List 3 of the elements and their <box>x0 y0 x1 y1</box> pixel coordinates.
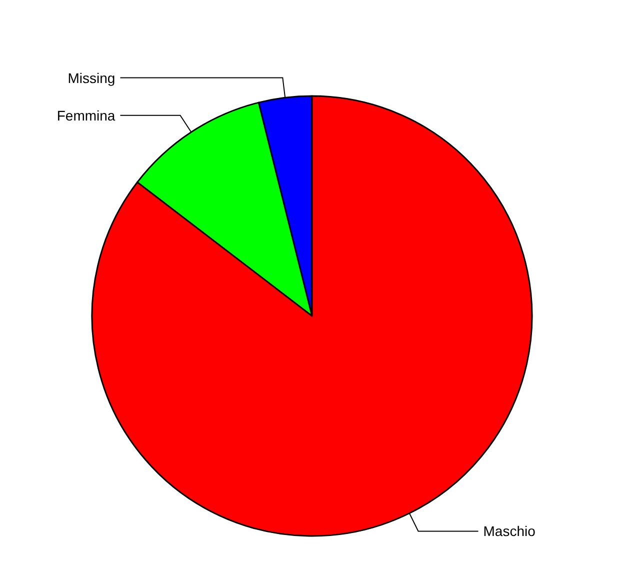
slice-label: Maschio <box>483 523 536 540</box>
slice-label: Missing <box>68 70 116 86</box>
slice-label: Femmina <box>56 107 116 124</box>
